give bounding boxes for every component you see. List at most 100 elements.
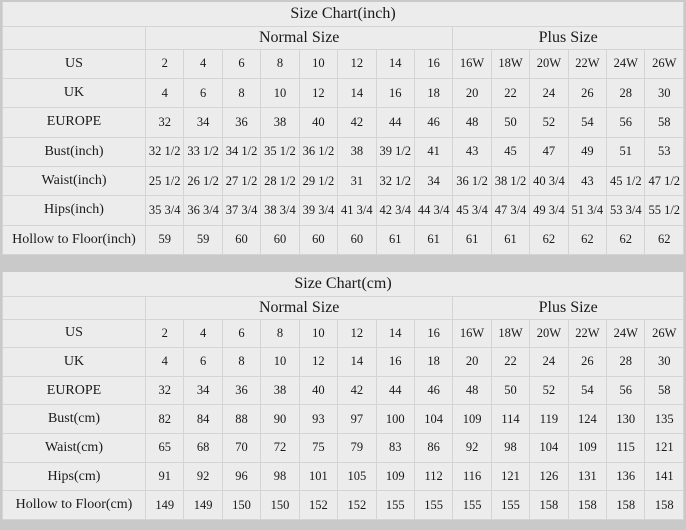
size-value-cell: 35 3/4 xyxy=(144,195,185,226)
table-row: EUROPE 32 34 36 38 40 42 44 46 48 50 52 54 56 58 xyxy=(2,375,684,406)
size-value-cell: 55 1/2 xyxy=(644,195,684,226)
size-value-cell: 52 xyxy=(529,375,569,406)
size-value-cell: 46 xyxy=(413,375,454,406)
size-value-cell: 50 xyxy=(490,375,531,406)
size-value-cell: 104 xyxy=(529,433,569,463)
size-value-cell: 16W xyxy=(452,48,492,79)
size-value-cell: 51 xyxy=(606,136,646,167)
group-normal-size: Normal Size xyxy=(144,25,454,50)
row-label: Bust(cm) xyxy=(2,404,146,435)
table-row: Bust(inch) 32 1/2 33 1/2 34 1/2 35 1/2 36 1/2… xyxy=(2,136,684,167)
size-value-cell: 6 xyxy=(221,318,262,349)
corner-cell xyxy=(2,25,146,50)
size-value-cell: 58 xyxy=(644,107,684,138)
size-value-cell: 62 xyxy=(529,224,569,256)
size-value-cell: 152 xyxy=(337,490,377,520)
row-label: EUROPE xyxy=(2,375,146,406)
size-value-cell: 32 1/2 xyxy=(144,136,185,167)
size-value-cell: 20W xyxy=(529,48,569,79)
size-value-cell: 98 xyxy=(490,433,531,463)
size-value-cell: 35 1/2 xyxy=(260,136,300,167)
size-value-cell: 53 xyxy=(644,136,684,167)
size-value-cell: 27 1/2 xyxy=(221,165,262,197)
row-label: UK xyxy=(2,347,146,377)
size-value-cell: 30 xyxy=(644,77,684,109)
size-value-cell: 158 xyxy=(529,490,569,520)
size-value-cell: 56 xyxy=(606,107,646,138)
size-value-cell: 34 1/2 xyxy=(221,136,262,167)
size-value-cell: 4 xyxy=(183,318,223,349)
size-value-cell: 130 xyxy=(606,404,646,435)
size-value-cell: 104 xyxy=(413,404,454,435)
chart-title: Size Chart(inch) xyxy=(2,2,684,27)
size-value-cell: 61 xyxy=(375,224,415,256)
size-value-cell: 141 xyxy=(644,461,684,492)
size-value-cell: 90 xyxy=(260,404,300,435)
size-value-cell: 16 xyxy=(413,48,454,79)
row-label: EUROPE xyxy=(2,107,146,138)
size-value-cell: 16 xyxy=(375,77,415,109)
size-value-cell: 28 xyxy=(606,77,646,109)
size-value-cell: 155 xyxy=(490,490,531,520)
size-value-cell: 109 xyxy=(452,404,492,435)
size-value-cell: 26 xyxy=(567,347,608,377)
size-value-cell: 109 xyxy=(567,433,608,463)
size-value-cell: 68 xyxy=(183,433,223,463)
size-value-cell: 86 xyxy=(413,433,454,463)
table-row: Waist(inch) 25 1/2 26 1/2 27 1/2 28 1/2 29 1/… xyxy=(2,165,684,197)
size-value-cell: 42 xyxy=(337,107,377,138)
size-value-cell: 100 xyxy=(375,404,415,435)
size-value-cell: 32 1/2 xyxy=(375,165,415,197)
size-value-cell: 20W xyxy=(529,318,569,349)
size-value-cell: 61 xyxy=(413,224,454,256)
size-value-cell: 28 xyxy=(606,347,646,377)
table-row: UK 4 6 8 10 12 14 16 18 20 22 24 26 28 30 xyxy=(2,347,684,377)
size-value-cell: 44 xyxy=(375,375,415,406)
size-value-cell: 14 xyxy=(375,48,415,79)
size-value-cell: 155 xyxy=(375,490,415,520)
corner-cell xyxy=(2,295,146,320)
size-value-cell: 60 xyxy=(260,224,300,256)
size-value-cell: 119 xyxy=(529,404,569,435)
size-value-cell: 59 xyxy=(183,224,223,256)
size-value-cell: 53 3/4 xyxy=(606,195,646,226)
size-value-cell: 36 xyxy=(221,107,262,138)
row-label: Hips(cm) xyxy=(2,461,146,492)
size-value-cell: 44 xyxy=(375,107,415,138)
size-value-cell: 38 3/4 xyxy=(260,195,300,226)
size-value-cell: 26W xyxy=(644,48,684,79)
size-value-cell: 22W xyxy=(567,48,608,79)
size-value-cell: 149 xyxy=(144,490,185,520)
size-value-cell: 45 xyxy=(490,136,531,167)
chart-title: Size Chart(cm) xyxy=(2,272,684,297)
row-label: Bust(inch) xyxy=(2,136,146,167)
size-value-cell: 56 xyxy=(606,375,646,406)
size-value-cell: 84 xyxy=(183,404,223,435)
size-value-cell: 2 xyxy=(144,318,185,349)
table-row: Hollow to Floor(inch) 59 59 60 60 60 60 61 61 61 6… xyxy=(2,224,684,256)
size-value-cell: 72 xyxy=(260,433,300,463)
size-value-cell: 4 xyxy=(144,347,185,377)
size-value-cell: 60 xyxy=(298,224,339,256)
size-value-cell: 58 xyxy=(644,375,684,406)
size-value-cell: 70 xyxy=(221,433,262,463)
size-value-cell: 25 1/2 xyxy=(144,165,185,197)
size-value-cell: 48 xyxy=(452,107,492,138)
size-value-cell: 18 xyxy=(413,347,454,377)
size-value-cell: 36 xyxy=(221,375,262,406)
size-value-cell: 8 xyxy=(221,77,262,109)
size-value-cell: 24 xyxy=(529,347,569,377)
size-value-cell: 131 xyxy=(567,461,608,492)
size-value-cell: 60 xyxy=(221,224,262,256)
size-value-cell: 41 xyxy=(413,136,454,167)
size-value-cell: 16W xyxy=(452,318,492,349)
size-value-cell: 20 xyxy=(452,77,492,109)
table-row: Hips(cm) 91 92 96 98 101 105 109 112 116 121 126 131… xyxy=(2,461,684,492)
size-value-cell: 24 xyxy=(529,77,569,109)
size-value-cell: 49 xyxy=(567,136,608,167)
group-plus-size: Plus Size xyxy=(452,25,684,50)
table-row: Hips(inch) 35 3/4 36 3/4 37 3/4 38 3/4 39 3/4… xyxy=(2,195,684,226)
size-value-cell: 158 xyxy=(606,490,646,520)
size-value-cell: 40 xyxy=(298,107,339,138)
size-table: Size Chart(inch) Normal Size Plus Size US 2 4… xyxy=(2,2,684,256)
